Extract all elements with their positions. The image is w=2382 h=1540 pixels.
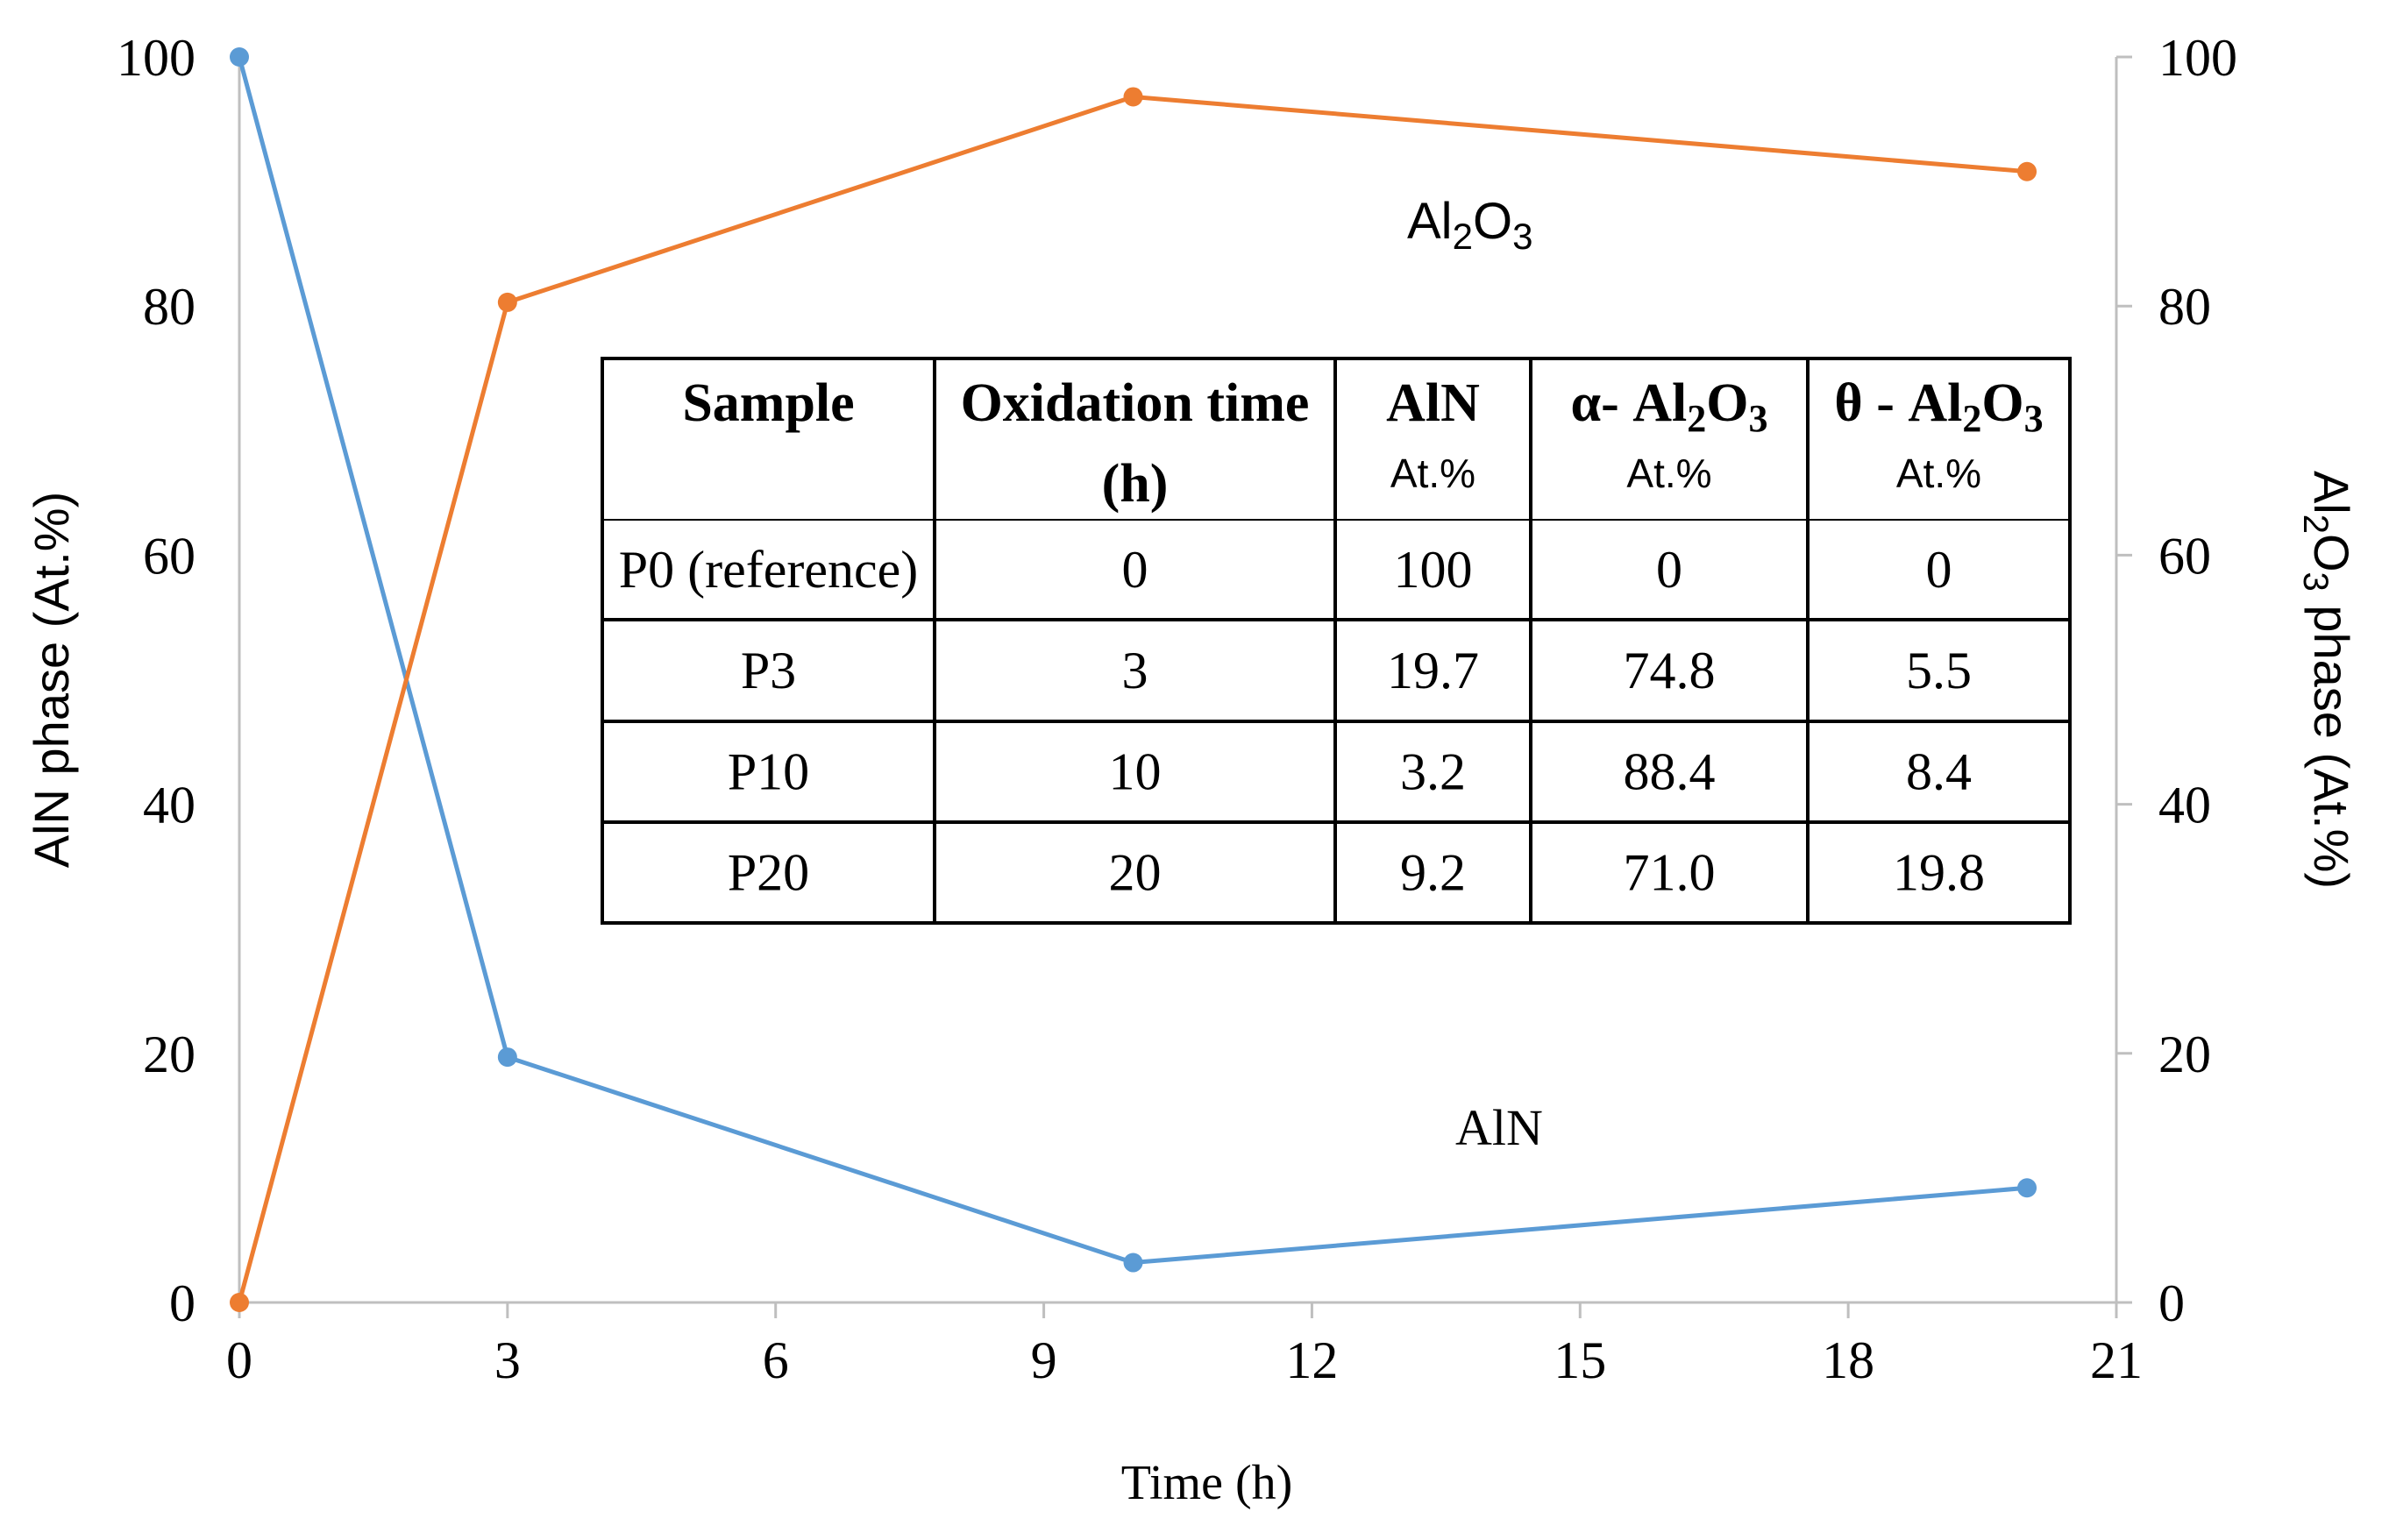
table-header-3-part: α- Al: [1571, 373, 1688, 433]
table-cell: 0: [1656, 541, 1682, 599]
table-header-4-part: 2: [1962, 397, 1981, 440]
y-axis-right-title-part: 2: [2296, 515, 2335, 534]
series-point-aln: [2017, 1178, 2037, 1198]
series-label-al2o3: Al2O3: [1407, 193, 1532, 257]
x-tick-label: 3: [494, 1331, 521, 1389]
y-axis-right-title: Al2O3 phase (At.%): [2296, 471, 2359, 889]
table-cell: 74.8: [1624, 642, 1716, 699]
y-axis-left-title-group: AlN phase (At.%): [24, 492, 79, 869]
table-cell: 8.4: [1906, 743, 1972, 801]
table-header-3-part: 2: [1687, 397, 1706, 440]
table-cell: 0: [1926, 541, 1952, 599]
table-cell: 10: [1109, 743, 1162, 801]
table-cell: 19.8: [1893, 844, 1985, 902]
y-axis-right-title-part: 3: [2296, 572, 2335, 592]
table-cell: 20: [1109, 844, 1162, 902]
y-right-tick-label: 60: [2158, 527, 2211, 585]
y-left-tick-label: 0: [169, 1274, 196, 1332]
x-tick-label: 0: [226, 1331, 252, 1389]
table-header-1-part: Oxidation time: [961, 373, 1310, 433]
series-label-al2o3-part: 2: [1453, 216, 1473, 257]
table-cell: P10: [728, 743, 809, 801]
series-point-aln: [1123, 1253, 1143, 1273]
y-right-tick-label: 0: [2158, 1274, 2185, 1332]
table-header-3-unit: At.%: [1626, 451, 1711, 496]
table-header-4-part: θ - Al: [1834, 373, 1962, 433]
y-left-tick-label: 20: [143, 1025, 196, 1083]
x-tick-label: 9: [1031, 1331, 1057, 1389]
table-cell: 71.0: [1624, 844, 1716, 902]
y-axis-right-title-group: Al2O3 phase (At.%): [2296, 471, 2359, 889]
table-header-3: α- Al2O3: [1571, 373, 1768, 440]
y-left-tick-label: 40: [143, 777, 196, 834]
table-header-4-part: 3: [2024, 397, 2044, 440]
table-header-3-part: O: [1706, 373, 1748, 433]
table-header-4: θ - Al2O3: [1834, 373, 2043, 440]
labels-layer: Al2O3 AlN: [1407, 193, 1543, 1156]
table-header-3-part: 3: [1748, 397, 1767, 440]
x-tick-label: 6: [763, 1331, 789, 1389]
table-header-2-part: AlN: [1386, 373, 1480, 433]
x-tick-label: 21: [2090, 1331, 2143, 1389]
y-axis-left-title: AlN phase (At.%): [24, 492, 79, 869]
table-cell: 3: [1122, 642, 1148, 699]
table-header-0-part: Sample: [682, 373, 854, 433]
y-left-tick-label: 60: [143, 527, 196, 585]
series-point-al2o3: [2017, 161, 2037, 181]
series-line-al2o3: [237, 94, 2028, 1303]
table-cell: 88.4: [1624, 743, 1716, 801]
y-axis-right-title-part: O: [2304, 534, 2359, 572]
axes: 0 3 6 9 12 15 18 21020406080100020406080100Time…: [24, 29, 2359, 1510]
y-right-tick-label: 40: [2158, 777, 2211, 834]
series-label-aln: AlN: [1455, 1099, 1543, 1156]
table-cell: P0 (reference): [619, 541, 918, 599]
table-header-1-line2: (h): [1102, 454, 1169, 514]
y-axis-left-title-part: AlN phase (At.%): [24, 492, 79, 869]
series-point-aln: [497, 1047, 517, 1068]
series-point-aln: [230, 47, 249, 67]
table-cell: 3.2: [1400, 743, 1466, 801]
x-tick-label: 18: [1822, 1331, 1874, 1389]
x-tick-label: 12: [1285, 1331, 1338, 1389]
series-label-al2o3-part: Al: [1407, 193, 1453, 250]
y-left-tick-label: 80: [143, 278, 196, 336]
y-axis-right-title-part: phase (At.%): [2304, 592, 2359, 889]
table-header-1: Oxidation time: [961, 373, 1310, 433]
series-point-al2o3: [230, 1293, 249, 1312]
table-cell: 9.2: [1400, 844, 1466, 902]
table-header-2-unit: At.%: [1390, 451, 1475, 496]
table-cell: P3: [741, 642, 796, 699]
series-label-aln-part: AlN: [1455, 1099, 1543, 1156]
x-axis-title: Time (h): [1121, 1456, 1293, 1510]
table-header-2: AlN: [1386, 373, 1480, 433]
table-cell: P20: [728, 844, 809, 902]
x-tick-label: 15: [1554, 1331, 1606, 1389]
series-point-al2o3: [1123, 87, 1143, 107]
table-header-4-part: O: [1981, 373, 2023, 433]
y-right-tick-label: 100: [2158, 29, 2237, 87]
series-layer: [230, 47, 2037, 1312]
series-line-aln: [237, 56, 2028, 1266]
table-header-4-unit: At.%: [1896, 451, 1981, 496]
series-label-al2o3-part: O: [1473, 193, 1512, 250]
table-cell: 19.7: [1387, 642, 1479, 699]
table-cell: 100: [1394, 541, 1473, 599]
y-right-tick-label: 80: [2158, 278, 2211, 336]
table-cell: 5.5: [1906, 642, 1972, 699]
series-point-al2o3: [497, 292, 517, 312]
y-axis-right-title-part: Al: [2304, 471, 2359, 515]
y-right-tick-label: 20: [2158, 1025, 2211, 1083]
table-cell: 0: [1122, 541, 1148, 599]
y-left-tick-label: 100: [117, 29, 196, 87]
series-label-al2o3-part: 3: [1512, 216, 1532, 257]
table-header-0: Sample: [682, 373, 854, 433]
